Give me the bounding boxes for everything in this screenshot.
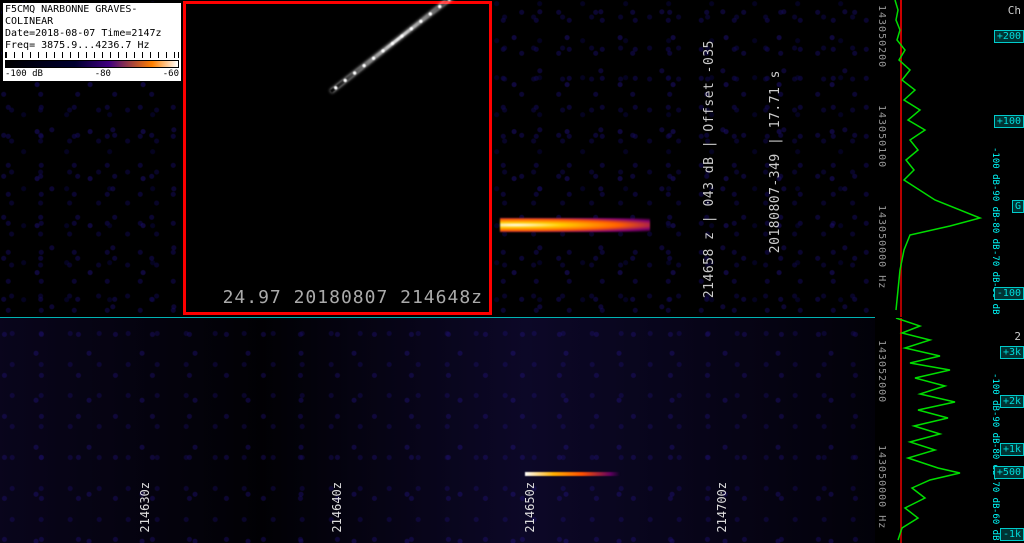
freq-tick: 143050000 Hz bbox=[876, 445, 887, 529]
freq-line: Freq= 3875.9...4236.7 Hz bbox=[5, 40, 179, 52]
db-tick: -70 dB bbox=[890, 476, 1000, 509]
amplitude-graph-top: -100 dB-90 dB-80 dB-70 dB-60 dB bbox=[890, 0, 1000, 317]
station-line: F5CMQ NARBONNE GRAVES-COLINEAR bbox=[5, 4, 179, 28]
right-column: 143050200 143050100 143050000 Hz 143052000 1… bbox=[875, 0, 1024, 543]
date-line: Date=2018-08-07 Time=2147z bbox=[5, 28, 179, 40]
freq-tick: 143050100 bbox=[876, 105, 887, 168]
freq-tick: 143052000 bbox=[876, 340, 887, 403]
time-label: 214700z bbox=[715, 482, 729, 533]
meteor-echo-bottom bbox=[525, 472, 620, 476]
db-tick: -100 dB bbox=[890, 147, 1000, 185]
offset-tick: +2k bbox=[1000, 395, 1024, 408]
scale-l1: -80 bbox=[95, 68, 111, 80]
db-tick: -80 dB bbox=[890, 443, 1000, 476]
freq-tick: 143050200 bbox=[876, 5, 887, 68]
meteor-echo-top bbox=[500, 218, 650, 232]
offset-tick: -100 bbox=[994, 287, 1024, 300]
offset-tick: +1k bbox=[1000, 443, 1024, 456]
info-box: F5CMQ NARBONNE GRAVES-COLINEAR Date=2018… bbox=[2, 2, 182, 82]
freq-tick: 143050000 Hz bbox=[876, 205, 887, 289]
spectrogram-bottom bbox=[0, 318, 875, 543]
db-tick: -70 dB bbox=[890, 250, 1000, 283]
db-scale-bot: -100 dB-90 dB-80 dB-70 dB-60 dB bbox=[890, 373, 1000, 541]
annotation-line1: 214658 z | 043 dB | Offset -035 bbox=[702, 40, 717, 298]
offset-tick: -1k bbox=[1000, 528, 1024, 541]
offset-tick: +100 bbox=[994, 115, 1024, 128]
scale-l0: -100 dB bbox=[5, 68, 43, 80]
side-ticks: +200+100G-100+3k+2k+1k+500-1k bbox=[1000, 0, 1024, 543]
time-label: 214650z bbox=[523, 482, 537, 533]
time-label: 214630z bbox=[138, 482, 152, 533]
offset-tick: +500 bbox=[994, 466, 1024, 479]
channel-label: 2 bbox=[1014, 330, 1021, 343]
time-label: 214640z bbox=[330, 482, 344, 533]
freq-axis: 143050200 143050100 143050000 Hz 143052000 1… bbox=[875, 0, 890, 543]
db-tick: -100 dB bbox=[890, 373, 1000, 411]
db-tick: -60 dB bbox=[890, 282, 1000, 315]
annotation-line2: 20180807-349 | 17.71 s bbox=[768, 70, 783, 253]
db-tick: -80 dB bbox=[890, 217, 1000, 250]
camera-overlay-text: 24.97 20180807 214648z bbox=[223, 287, 483, 308]
sdr-display: F5CMQ NARBONNE GRAVES-COLINEAR Date=2018… bbox=[0, 0, 1024, 543]
noise-bg-bot bbox=[0, 318, 875, 543]
camera-inset: 24.97 20180807 214648z bbox=[183, 1, 492, 315]
offset-tick: G bbox=[1012, 200, 1024, 213]
amplitude-graph-bot: -100 dB-90 dB-80 dB-70 dB-60 dB bbox=[890, 318, 1000, 543]
meteor-streak bbox=[331, 0, 467, 93]
color-scale bbox=[5, 60, 179, 68]
db-tick: -90 dB bbox=[890, 185, 1000, 218]
scale-labels: -100 dB -80 -60 bbox=[5, 68, 179, 80]
db-tick: -60 dB bbox=[890, 508, 1000, 541]
scale-l2: -60 bbox=[163, 68, 179, 80]
offset-tick: +200 bbox=[994, 30, 1024, 43]
offset-tick: +3k bbox=[1000, 346, 1024, 359]
scale-ticks bbox=[5, 52, 179, 58]
db-scale-top: -100 dB-90 dB-80 dB-70 dB-60 dB bbox=[890, 147, 1000, 315]
divider-line bbox=[0, 317, 875, 318]
channel-label: Ch bbox=[1008, 4, 1021, 17]
db-tick: -90 dB bbox=[890, 411, 1000, 444]
